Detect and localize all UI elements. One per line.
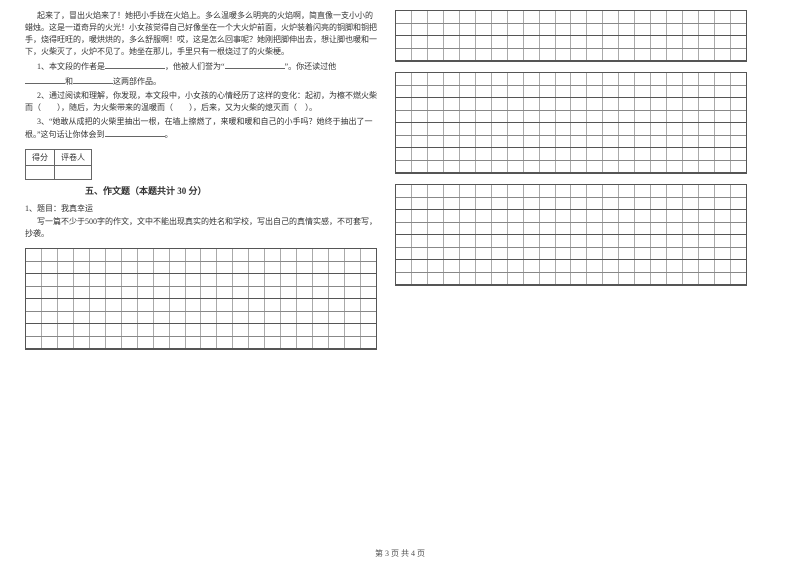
score-cell-2[interactable] — [55, 166, 92, 180]
writing-grid-right-1[interactable] — [395, 10, 747, 62]
score-cell-1[interactable] — [26, 166, 55, 180]
section-title: 五、作文题（本题共计 30 分） — [85, 184, 377, 197]
question-1: 1、本文段的作者是，他被人们誉为“”。你还读过他 — [25, 60, 377, 73]
essay-prompt: 1、题目：我真幸运 写一篇不少于500字的作文，文中不能出现真实的姓名和学校，写… — [25, 203, 377, 240]
score-table: 得分 评卷人 — [25, 149, 92, 180]
essay-topic: 1、题目：我真幸运 — [25, 203, 377, 215]
score-header-1: 得分 — [26, 150, 55, 166]
passage-text: 起来了，冒出火焰来了！她把小手拢在火焰上。多么温暖多么明亮的火焰啊，简直像一支小… — [25, 10, 377, 58]
page-footer: 第 3 页 共 4 页 — [0, 548, 800, 559]
reading-passage: 起来了，冒出火焰来了！她把小手拢在火焰上。多么温暖多么明亮的火焰啊，简直像一支小… — [25, 10, 377, 141]
essay-instructions: 写一篇不少于500字的作文，文中不能出现真实的姓名和学校，写出自己的真情实感，不… — [25, 216, 377, 240]
score-header-2: 评卷人 — [55, 150, 92, 166]
blank-feeling[interactable] — [105, 128, 165, 137]
writing-grid-right-3[interactable] — [395, 184, 747, 286]
question-3: 3、“她敢从成把的火柴里抽出一根，在墙上擦燃了，来暖和暖和自己的小手吗？她终于抽… — [25, 116, 377, 141]
blank-work2[interactable] — [73, 75, 113, 84]
writing-grid-right-2[interactable] — [395, 72, 747, 174]
blank-title[interactable] — [225, 60, 285, 69]
question-2: 2、通过阅读和理解，你发现，本文段中，小女孩的心情经历了这样的变化：起初，为檫不… — [25, 90, 377, 114]
writing-grid-left[interactable] — [25, 248, 377, 350]
blank-work1[interactable] — [25, 75, 65, 84]
question-1-line2: 和这两部作品。 — [25, 75, 377, 88]
blank-author[interactable] — [105, 60, 165, 69]
